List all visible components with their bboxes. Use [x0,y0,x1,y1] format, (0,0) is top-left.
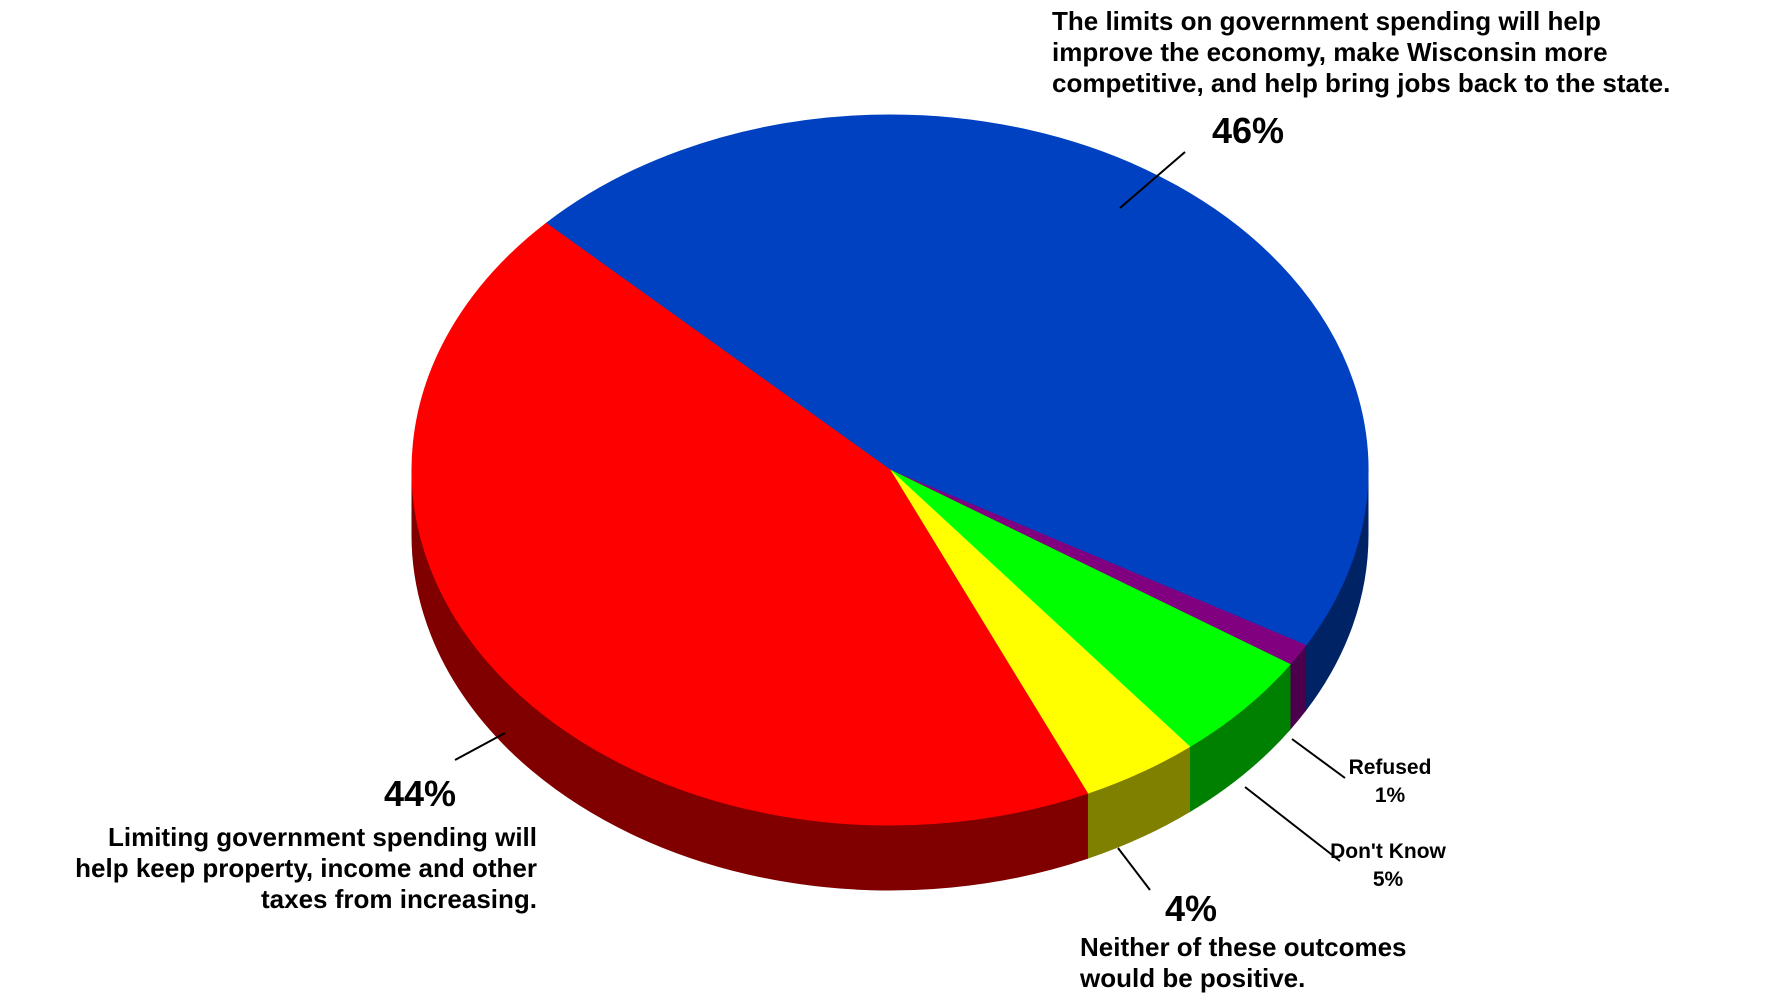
label-improve-line-1: The limits on government spending will h… [1052,6,1601,36]
label-neither-line-2: would be positive. [1080,963,1306,993]
label-neither: Neither of these outcomes would be posit… [1080,932,1407,994]
leader-line-4 [1117,847,1151,891]
leader-line-2 [1291,738,1346,779]
label-dont-know: Don't Know 5% [1318,838,1458,894]
label-refused-percent: 1% [1374,784,1406,807]
label-neither-percent: 4% [1165,888,1218,929]
label-limit-taxes-line-1: Limiting government spending will [107,822,537,852]
label-limit-taxes-percent: 44% [384,773,457,814]
label-limit-taxes: Limiting government spending will help k… [75,822,537,915]
label-limit-taxes-line-3: taxes from increasing. [261,884,537,914]
leader-line-3 [1244,786,1341,862]
label-limit-taxes-line-2: help keep property, income and other [75,853,537,883]
pie-tops [411,114,1369,826]
label-refused: Refused 1% [1320,754,1460,810]
label-refused-name: Refused [1348,756,1432,779]
leader-line-0 [1119,151,1186,209]
label-neither-line-1: Neither of these outcomes [1080,932,1407,962]
leader-line-1 [454,732,506,761]
label-dont-know-percent: 5% [1372,868,1404,891]
leader-lines [454,151,1346,891]
label-improve-line-3: competitive, and help bring jobs back to… [1052,68,1671,98]
pie-slice-2 [889,469,1291,748]
label-improve-line-2: improve the economy, make Wisconsin more [1052,37,1608,67]
pie-slice-0 [545,114,1369,646]
label-improve-economy: The limits on government spending will h… [1052,6,1670,99]
pie-slice-4 [411,222,1089,826]
label-dont-know-name: Don't Know [1330,840,1446,863]
label-improve-percent: 46% [1212,110,1285,151]
